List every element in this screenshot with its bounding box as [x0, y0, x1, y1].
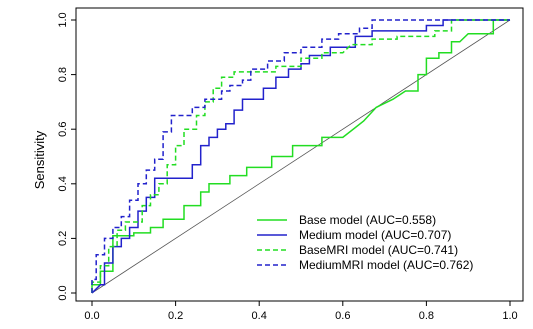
legend: Base model (AUC=0.558)Medium model (AUC=…	[257, 213, 473, 272]
y-tick-label: 0.8	[57, 67, 69, 82]
series-layer	[91, 19, 510, 294]
legend-label-1: Base model (AUC=0.558)	[299, 213, 436, 227]
plot-border	[75, 7, 524, 302]
reference-line-layer	[91, 19, 511, 294]
y-tick-label: 0.0	[57, 285, 69, 300]
x-tick-label: 0.2	[168, 310, 183, 322]
y-axis-title: Sensitivity	[32, 130, 47, 189]
y-tick-label: 0.2	[57, 231, 69, 246]
legend-label-3: BaseMRI model (AUC=0.741)	[299, 243, 458, 257]
x-tick-label: 0.8	[419, 310, 434, 322]
series-line-4	[91, 19, 510, 293]
legend-label-2: Medium model (AUC=0.707)	[299, 228, 451, 242]
plot-frame	[75, 7, 524, 302]
series-line-2	[91, 19, 510, 294]
legend-label-4: MediumMRI model (AUC=0.762)	[299, 258, 473, 272]
y-axis: 0.0 0.2 0.4 0.6 0.8 1.0	[57, 12, 76, 301]
series-line-1	[91, 19, 510, 293]
y-tick-label: 0.6	[57, 122, 69, 137]
x-tick-label: 0.4	[252, 310, 267, 322]
reference-diagonal-line	[91, 19, 511, 294]
x-axis: 0.0 0.2 0.4 0.6 0.8 1.0	[84, 301, 518, 322]
x-tick-label: 0.0	[84, 310, 99, 322]
y-tick-label: 0.4	[57, 176, 69, 191]
x-tick-label: 1.0	[502, 310, 517, 322]
x-tick-label: 0.6	[335, 310, 350, 322]
series-line-3	[91, 19, 510, 293]
y-tick-label: 1.0	[57, 12, 69, 27]
